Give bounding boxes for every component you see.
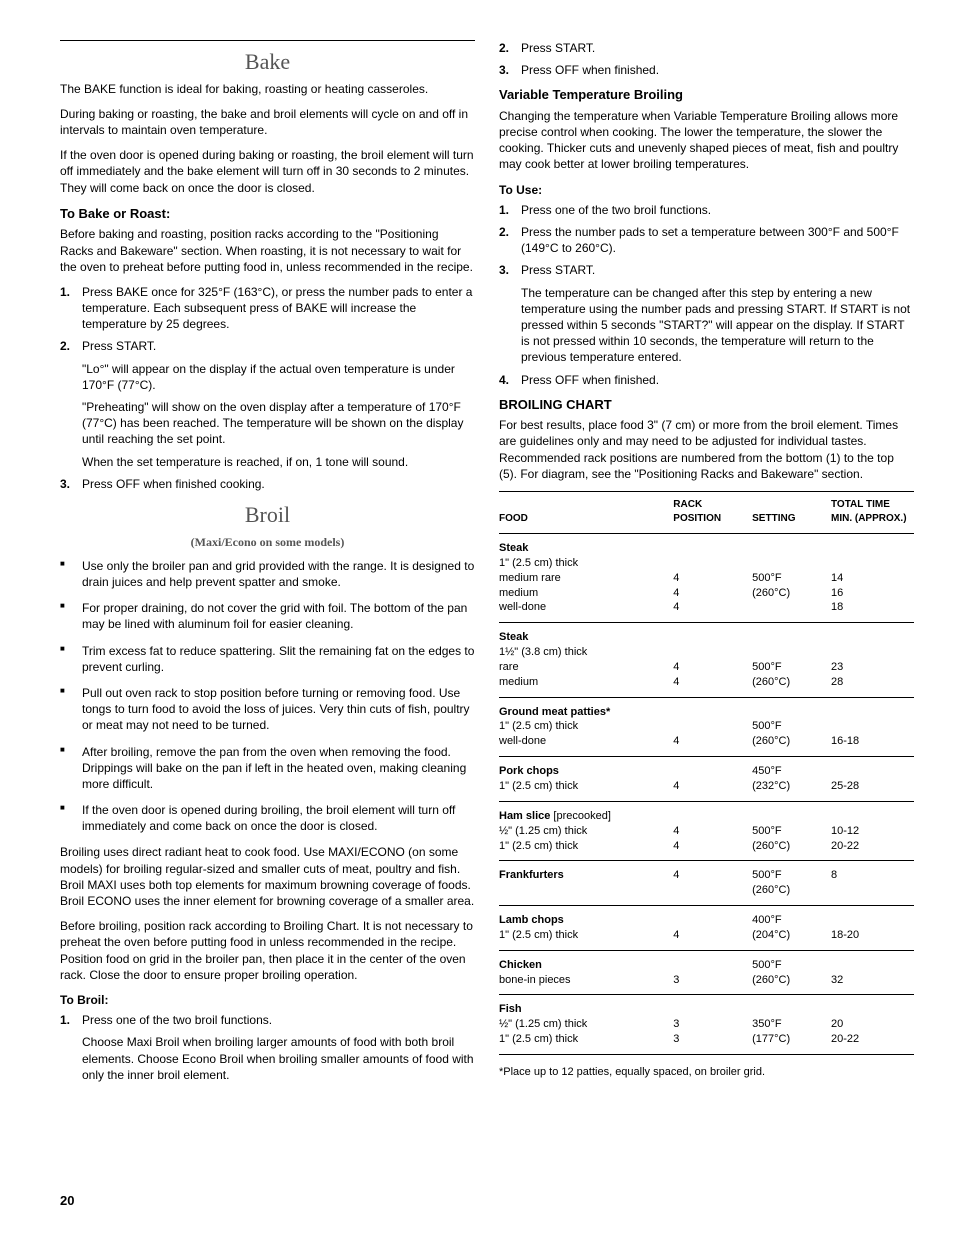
bake-p4: Before baking and roasting, position rac… [60,226,475,275]
chart-footnote: *Place up to 12 patties, equally spaced,… [499,1065,914,1080]
bake-title: Bake [60,47,475,77]
chart-p1: For best results, place food 3" (7 cm) o… [499,417,914,482]
broil-p2: Before broiling, position rack according… [60,918,475,983]
broil-h1: To Broil: [60,992,475,1008]
vtb-h1: To Use: [499,182,914,198]
vtb-steps: 1.Press one of the two broil functions. … [499,202,914,388]
table-row: Ham slice [precooked]½" (1.25 cm) thick1… [499,801,914,861]
broil-title: Broil [60,500,475,530]
broil-p1: Broiling uses direct radiant heat to coo… [60,844,475,909]
broil-bullets: Use only the broiler pan and grid provid… [60,558,475,835]
table-row: Frankfurters 4 500°F (260°C) 8 [499,861,914,906]
broiling-chart-table: FOOD RACK POSITION SETTING TOTAL TIME MI… [499,491,914,1055]
table-row: Pork chops1" (2.5 cm) thick 4 450°F (232… [499,757,914,802]
broil-sub: (Maxi/Econo on some models) [60,534,475,550]
chart-title: BROILING CHART [499,396,914,414]
table-row: Ground meat patties*1" (2.5 cm) thickwel… [499,697,914,757]
bake-steps: 1.Press BAKE once for 325°F (163°C), or … [60,284,475,492]
vtb-title: Variable Temperature Broiling [499,86,914,104]
table-row: Fish½" (1.25 cm) thick1" (2.5 cm) thick … [499,995,914,1055]
broil-steps: 1.Press one of the two broil functions. … [60,1012,475,1083]
bake-p1: The BAKE function is ideal for baking, r… [60,81,475,97]
table-row: Lamb chops1" (2.5 cm) thick 4 400°F (204… [499,906,914,951]
table-row: Steak1" (2.5 cm) thickmedium raremediumw… [499,534,914,623]
table-row: Chickenbone-in pieces 3 500°F (260°C) 32 [499,950,914,995]
vtb-p1: Changing the temperature when Variable T… [499,108,914,173]
bake-p3: If the oven door is opened during baking… [60,147,475,196]
bake-p2: During baking or roasting, the bake and … [60,106,475,138]
page-number: 20 [60,1192,914,1210]
bake-h1: To Bake or Roast: [60,205,475,223]
table-row: Steak1½" (3.8 cm) thickraremedium 4 4 50… [499,623,914,697]
broil-steps-cont: 2.Press START. 3.Press OFF when finished… [499,40,914,78]
